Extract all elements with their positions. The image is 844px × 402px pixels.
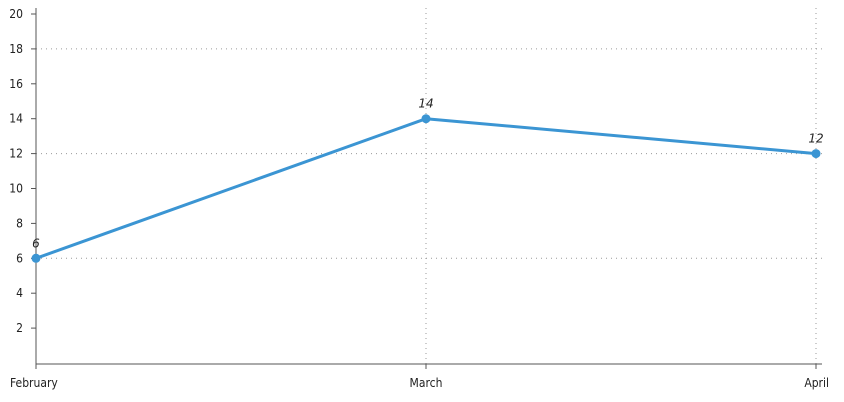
data-labels: 6 14 12: [32, 97, 823, 251]
data-point: [31, 253, 41, 263]
x-tick-label: February: [10, 376, 58, 390]
series: [31, 114, 821, 263]
y-tick-label: 10: [9, 182, 23, 196]
data-label: 14: [418, 97, 433, 111]
data-point: [811, 149, 821, 159]
y-tick-label: 12: [9, 147, 23, 161]
y-tick-label: 2: [16, 321, 23, 335]
x-ticks: February March April: [10, 364, 829, 390]
y-ticks: 2 4 6 8 10 12 14 16 18 20: [9, 7, 36, 335]
data-label: 12: [808, 132, 823, 146]
data-point: [421, 114, 431, 124]
y-tick-label: 18: [9, 42, 23, 56]
axes: [35, 8, 822, 365]
y-tick-label: 4: [16, 286, 23, 300]
x-tick-label: April: [804, 376, 829, 390]
y-tick-label: 20: [9, 7, 23, 21]
x-tick-label: March: [410, 376, 443, 390]
y-tick-label: 6: [16, 251, 23, 265]
y-tick-label: 8: [16, 216, 23, 230]
data-label: 6: [32, 236, 40, 250]
y-tick-label: 14: [9, 112, 23, 126]
y-tick-label: 16: [9, 77, 23, 91]
grid: [36, 8, 822, 364]
